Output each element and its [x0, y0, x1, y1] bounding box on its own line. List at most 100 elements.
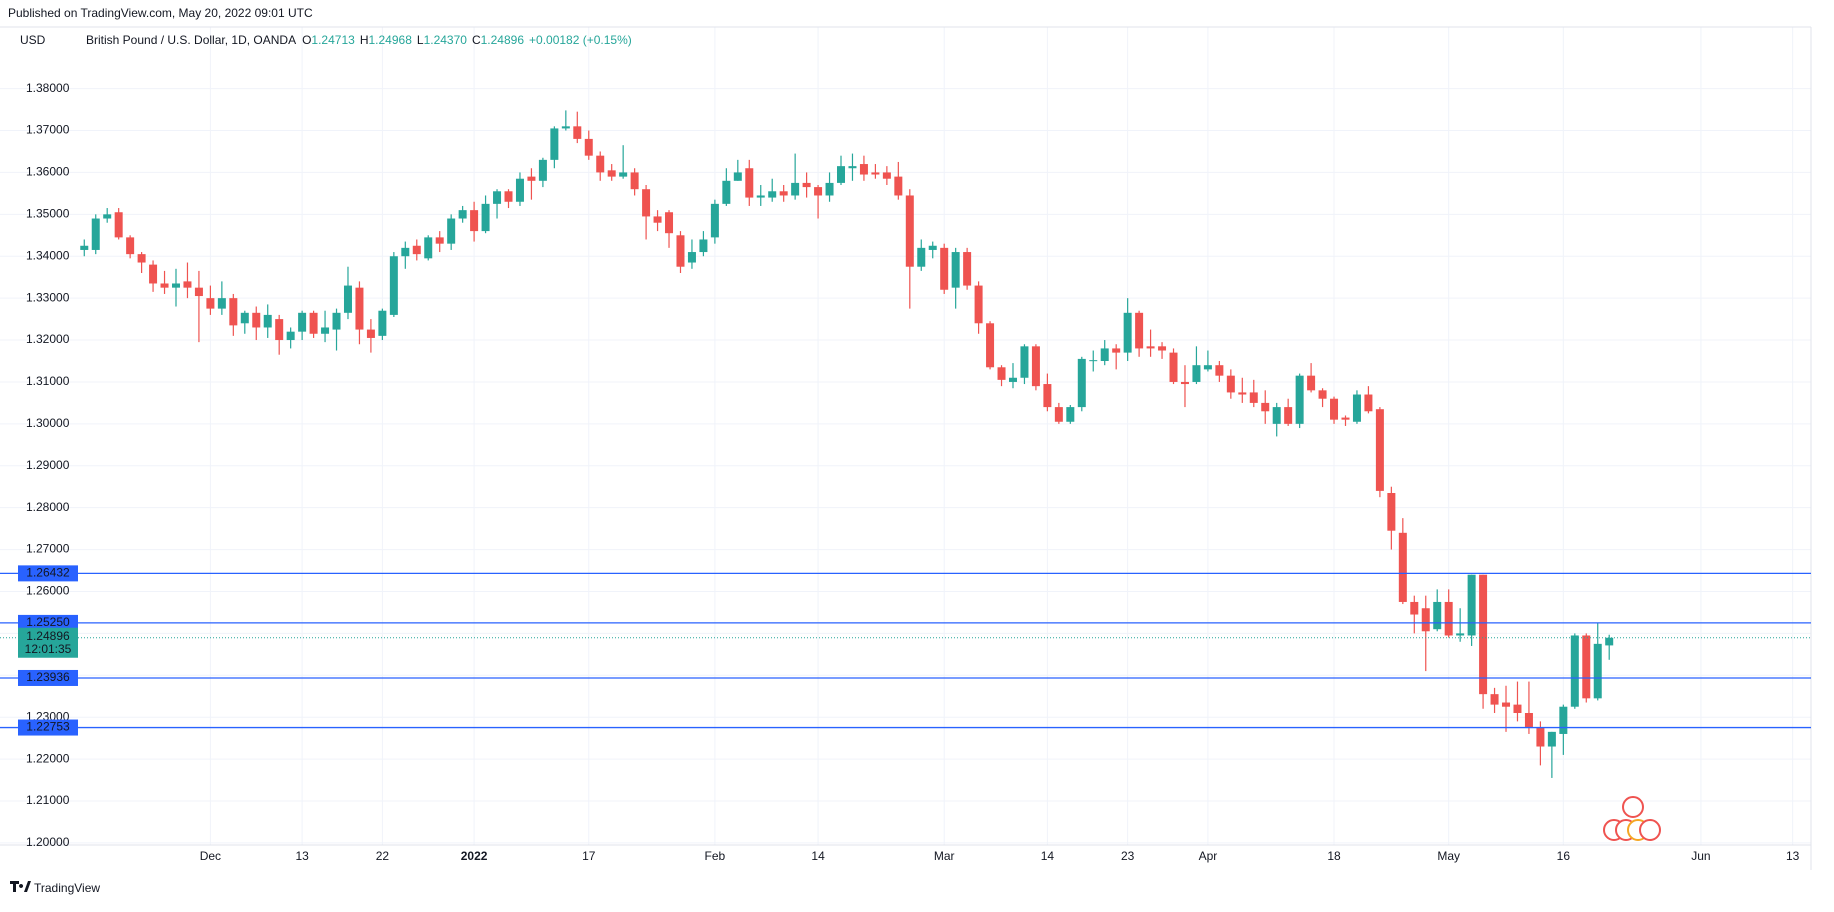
candle-body [1180, 381, 1189, 385]
candle-body [1398, 532, 1407, 602]
y-tick-label: 1.36000 [26, 165, 70, 179]
candle-body [332, 312, 341, 330]
candle-body [974, 285, 983, 324]
candle-body [229, 298, 238, 326]
candle-body [114, 212, 123, 238]
candle-body [183, 281, 192, 288]
candle-body [1582, 635, 1591, 699]
candle-body [1433, 601, 1442, 630]
legend-key: C [472, 33, 481, 47]
y-tick-label: 1.28000 [26, 500, 70, 514]
candle-body [1146, 346, 1155, 349]
y-tick-label: 1.34000 [26, 248, 70, 262]
legend-value: 1.24896 [481, 33, 525, 47]
candle-body [1203, 365, 1212, 370]
legend-key: H [360, 33, 369, 47]
candle-body [1100, 348, 1109, 361]
candle-body [1284, 407, 1293, 424]
candle-body [928, 245, 937, 250]
candle-body [298, 312, 307, 332]
candle-body [137, 254, 146, 263]
candle-body [1249, 392, 1258, 403]
candle-body [1330, 398, 1339, 420]
candle-body [1524, 713, 1533, 728]
candle-body [160, 283, 169, 288]
candle-body [825, 182, 834, 196]
candle-body [1375, 409, 1384, 491]
y-tick-label: 1.27000 [26, 542, 70, 556]
level-label: 1.25250 [26, 615, 70, 629]
candle-body [676, 235, 685, 267]
candle-body [321, 327, 330, 334]
candle-body [103, 214, 112, 219]
candle-body [1261, 402, 1270, 412]
candle-body [171, 283, 180, 288]
candle-body [493, 191, 502, 204]
candle-body [206, 298, 215, 309]
candle-body [447, 218, 456, 244]
candle-body [1295, 375, 1304, 424]
candle-body [791, 182, 800, 196]
x-tick-label: 14 [1041, 849, 1055, 863]
candle-body [917, 247, 926, 267]
countdown: 12:01:35 [25, 642, 72, 656]
level-label: 1.22753 [26, 720, 70, 734]
candle-body [481, 203, 490, 232]
candle-body [665, 212, 674, 234]
legend: British Pound / U.S. Dollar, 1D, OANDA O1… [86, 33, 632, 47]
x-tick-label: Mar [934, 849, 955, 863]
y-tick-label: 1.38000 [26, 81, 70, 95]
level-label: 1.23936 [26, 670, 70, 684]
candle-body [240, 312, 249, 324]
event-icons [1603, 796, 1661, 841]
candle-body [1536, 727, 1545, 747]
candle-body [263, 314, 272, 328]
level-label-box [18, 669, 78, 686]
candle-body [309, 312, 318, 334]
y-tick-label: 1.31000 [26, 374, 70, 388]
candle-body [756, 195, 765, 198]
x-tick-label: 23 [1121, 849, 1135, 863]
candle-body [504, 191, 513, 202]
legend-key: O [302, 33, 311, 47]
candle-body [1169, 352, 1178, 382]
candle-body [722, 180, 731, 204]
candle-body [607, 170, 616, 177]
candle-body [1467, 574, 1476, 636]
candle-body [963, 252, 972, 286]
candle-body [894, 176, 903, 196]
plot: 1.200001.210001.220001.230001.240001.250… [0, 81, 1811, 863]
candle-body [217, 298, 226, 309]
candle-body [1066, 407, 1075, 422]
candle-body [126, 237, 135, 255]
candle-body [538, 159, 547, 181]
candle-body [951, 252, 960, 288]
candle-body [1238, 392, 1247, 395]
y-tick-label: 1.20000 [26, 835, 70, 849]
x-tick-label: 14 [811, 849, 825, 863]
candle-body [343, 285, 352, 313]
candle-body [1410, 601, 1419, 615]
x-tick-label: Apr [1199, 849, 1218, 863]
candle-body [1490, 694, 1499, 705]
candle-body [1089, 360, 1098, 362]
candle-body [1605, 637, 1614, 646]
candle-body [1158, 346, 1167, 351]
candle-body [1559, 706, 1568, 734]
level-label-box [18, 719, 78, 736]
level-label: 1.26432 [26, 566, 70, 580]
candle-body [573, 126, 582, 139]
candle-body [802, 182, 811, 188]
candle-body [412, 245, 421, 255]
x-tick-label: Dec [200, 849, 221, 863]
candle-body [1352, 394, 1361, 422]
candle-body [389, 256, 398, 315]
candle-body [768, 191, 777, 198]
candle-body [710, 203, 719, 238]
candle-body [940, 247, 949, 290]
candle-body [378, 310, 387, 336]
candle-body [275, 319, 284, 341]
currency: USD [20, 33, 46, 47]
y-tick-label: 1.21000 [26, 793, 70, 807]
